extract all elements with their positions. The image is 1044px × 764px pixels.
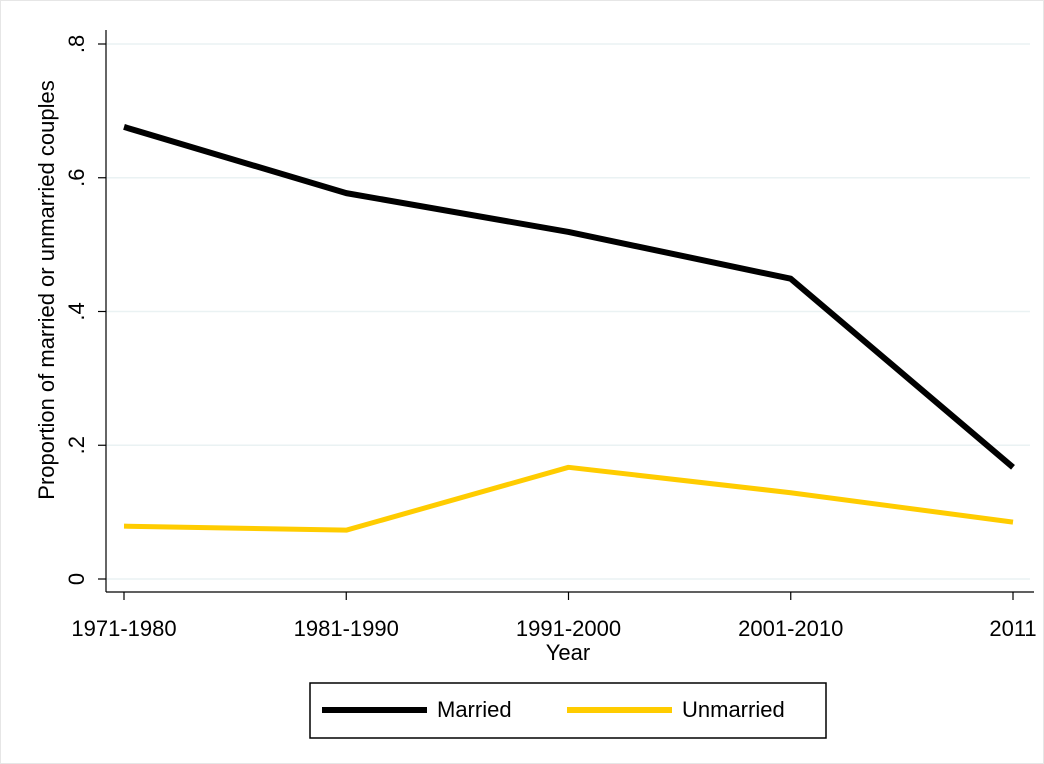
legend-label: Unmarried [682, 697, 785, 722]
x-tick-label: 1981-1990 [294, 616, 399, 641]
y-tick-label: .2 [64, 436, 89, 454]
y-tick-label: .8 [64, 35, 89, 53]
x-axis-label: Year [546, 640, 590, 665]
data-line [123, 124, 1015, 470]
x-tick-label: 2011 [989, 616, 1036, 641]
data-line [123, 464, 1014, 533]
legend-label: Married [437, 697, 512, 722]
x-tick-label: 1971-1980 [71, 616, 176, 641]
x-tick-label: 2001-2010 [738, 616, 843, 641]
y-tick-label: .4 [64, 302, 89, 320]
x-tick-label: 1991-2000 [516, 616, 621, 641]
y-tick-label: .6 [64, 169, 89, 187]
y-axis-label: Proportion of married or unmarried coupl… [34, 80, 59, 499]
y-tick-label: 0 [64, 573, 89, 585]
